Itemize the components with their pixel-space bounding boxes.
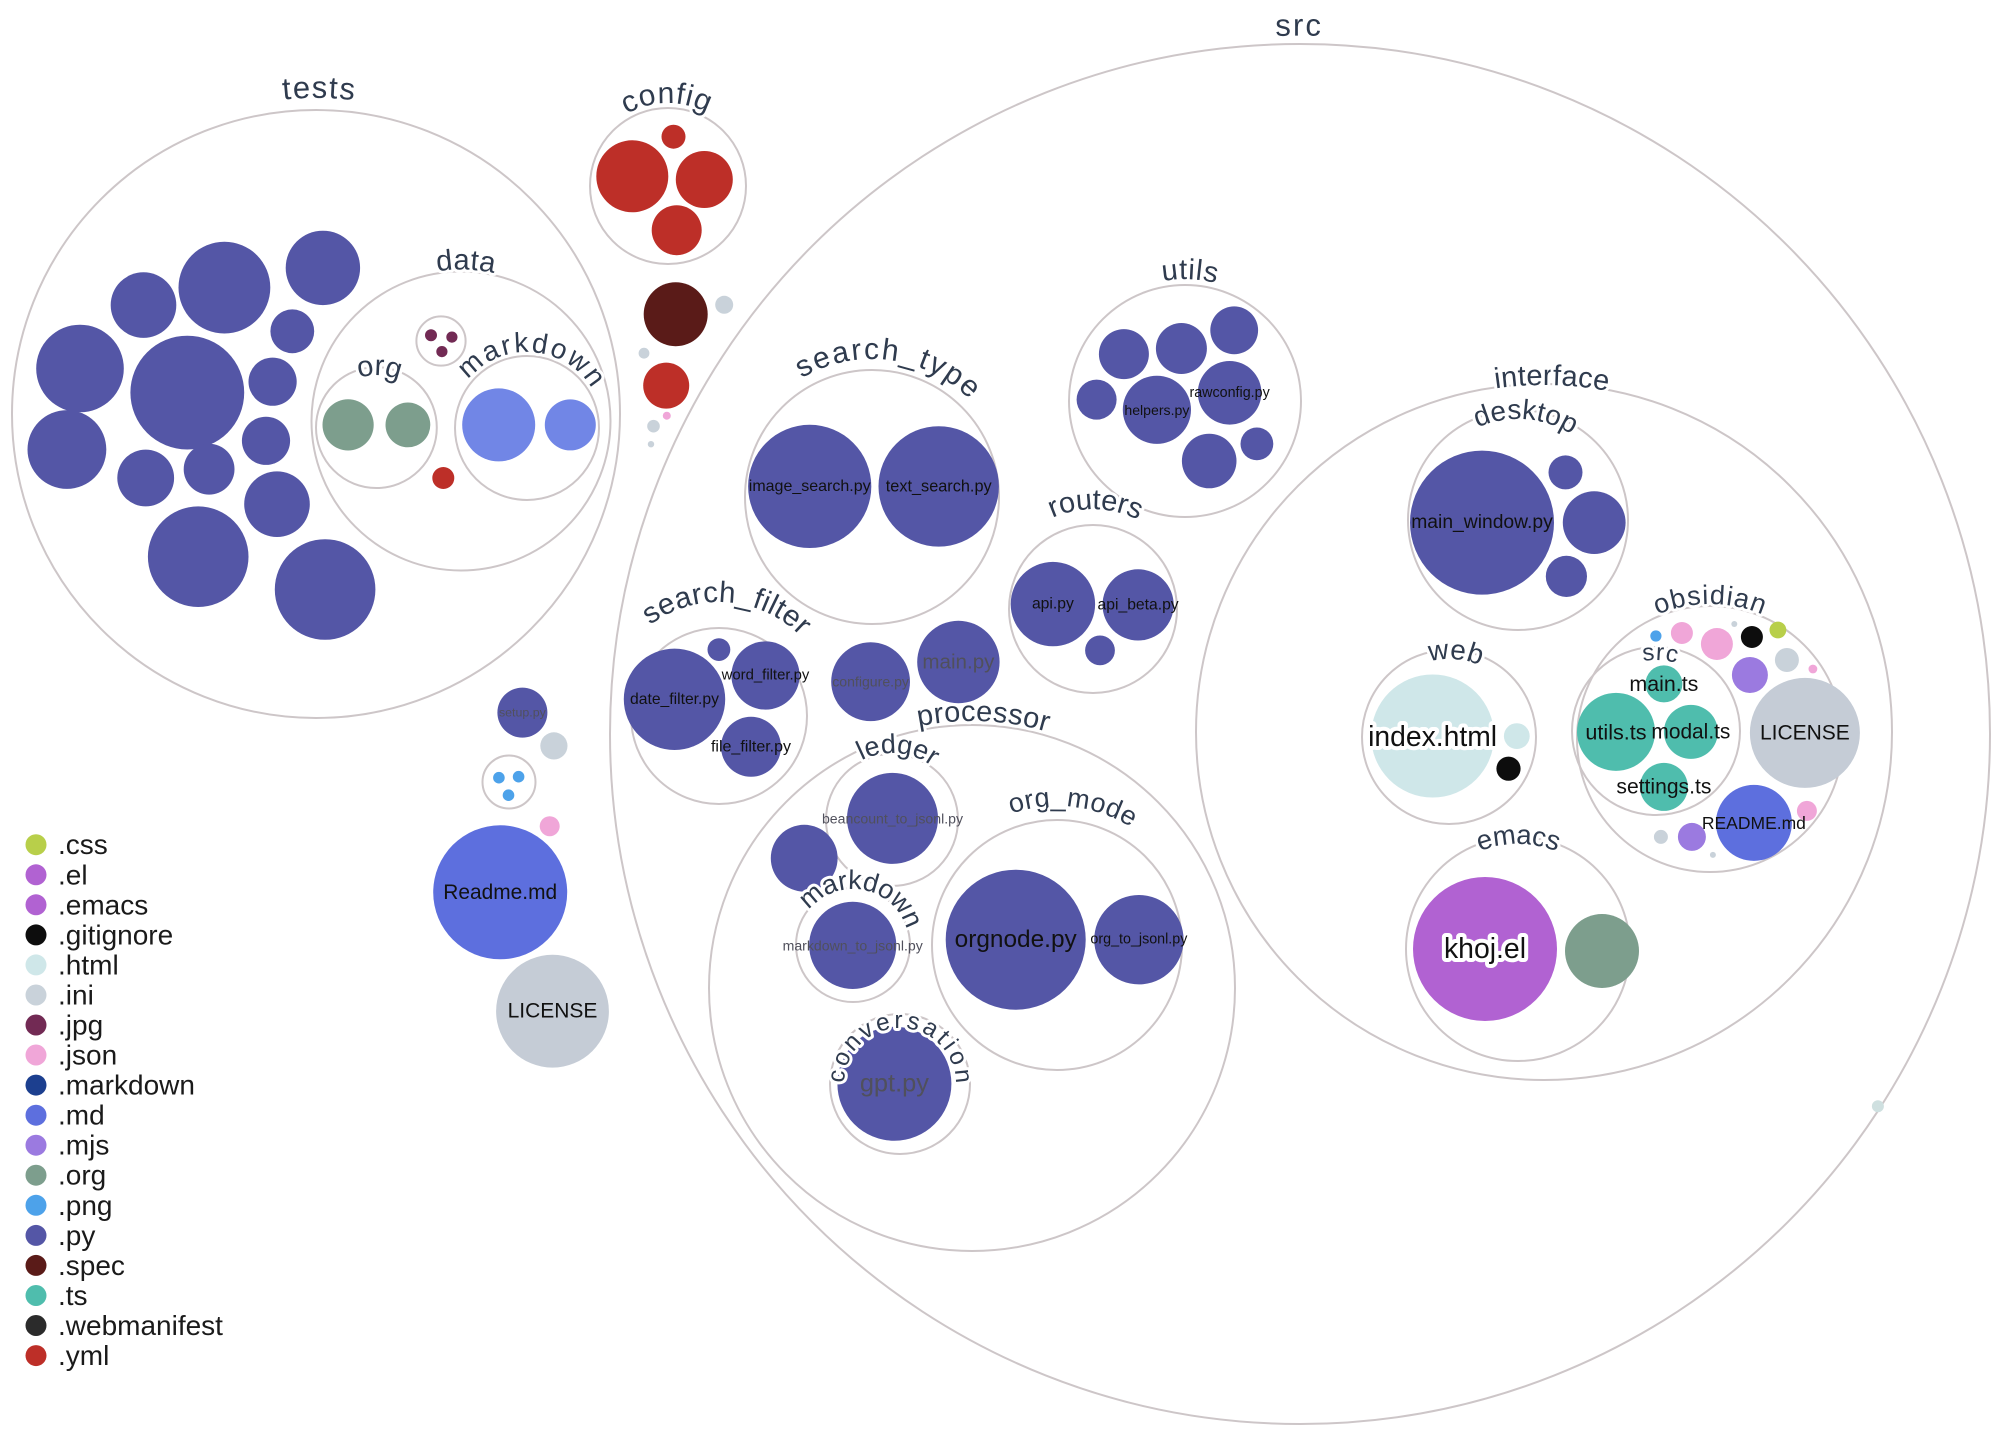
svg-text:.py: .py <box>58 1220 95 1251</box>
svg-text:.spec: .spec <box>58 1250 125 1281</box>
svg-text:.webmanifest: .webmanifest <box>58 1310 223 1341</box>
svg-text:word_filter.py: word_filter.py <box>721 668 810 684</box>
svg-text:main.ts: main.ts <box>1629 672 1698 696</box>
svg-text:main.py: main.py <box>922 651 995 674</box>
svg-text:.html: .html <box>58 949 119 980</box>
svg-text:khoj.el: khoj.el <box>1444 933 1526 965</box>
svg-text:setup.py: setup.py <box>499 706 547 720</box>
svg-text:utils.ts: utils.ts <box>1585 719 1646 744</box>
svg-text:LICENSE: LICENSE <box>1760 721 1850 744</box>
svg-text:file_filter.py: file_filter.py <box>711 738 791 755</box>
svg-text:org: org <box>354 350 405 386</box>
svg-text:.jpg: .jpg <box>58 1010 103 1041</box>
svg-text:interface: interface <box>1492 360 1612 398</box>
svg-text:src: src <box>1275 8 1324 43</box>
svg-text:.ts: .ts <box>58 1280 88 1311</box>
svg-text:modal.ts: modal.ts <box>1651 720 1730 743</box>
svg-text:index.html: index.html <box>1368 720 1497 752</box>
svg-text:.gitignore: .gitignore <box>58 919 173 950</box>
svg-text:gpt.py: gpt.py <box>860 1070 929 1098</box>
svg-text:rawconfig.py: rawconfig.py <box>1189 385 1270 401</box>
svg-text:web: web <box>1425 633 1488 670</box>
svg-text:utils: utils <box>1160 254 1222 290</box>
svg-text:.emacs: .emacs <box>58 889 148 920</box>
svg-text:api.py: api.py <box>1032 596 1074 613</box>
svg-text:configure.py: configure.py <box>832 674 910 690</box>
svg-text:.yml: .yml <box>58 1340 109 1371</box>
svg-text:main_window.py: main_window.py <box>1411 512 1553 533</box>
svg-text:.mjs: .mjs <box>58 1130 109 1161</box>
svg-text:orgnode.py: orgnode.py <box>955 926 1078 953</box>
svg-text:tests: tests <box>281 70 359 107</box>
svg-text:.org: .org <box>58 1160 106 1191</box>
svg-text:Readme.md: Readme.md <box>443 881 557 904</box>
svg-text:date_filter.py: date_filter.py <box>630 691 719 708</box>
svg-text:routers: routers <box>1043 484 1147 526</box>
svg-text:helpers.py: helpers.py <box>1124 402 1190 418</box>
svg-text:.markdown: .markdown <box>58 1070 195 1101</box>
svg-text:data: data <box>435 244 499 280</box>
svg-text:LICENSE: LICENSE <box>508 1000 598 1023</box>
svg-text:org_to_jsonl.py: org_to_jsonl.py <box>1090 932 1188 948</box>
svg-text:markdown_to_jsonl.py: markdown_to_jsonl.py <box>783 937 924 953</box>
svg-text:.json: .json <box>58 1040 117 1071</box>
svg-text:.css: .css <box>58 829 108 860</box>
svg-text:settings.ts: settings.ts <box>1616 775 1711 798</box>
svg-text:.png: .png <box>58 1190 113 1221</box>
svg-text:beancount_to_jsonl.py: beancount_to_jsonl.py <box>822 810 964 826</box>
svg-text:image_search.py: image_search.py <box>749 478 871 495</box>
svg-text:.el: .el <box>58 859 88 890</box>
svg-text:.md: .md <box>58 1100 105 1131</box>
svg-text:src: src <box>1641 639 1682 669</box>
svg-text:api_beta.py: api_beta.py <box>1098 596 1179 613</box>
svg-text:README.md: README.md <box>1702 813 1806 833</box>
svg-text:text_search.py: text_search.py <box>886 477 993 495</box>
svg-text:.ini: .ini <box>58 980 94 1011</box>
